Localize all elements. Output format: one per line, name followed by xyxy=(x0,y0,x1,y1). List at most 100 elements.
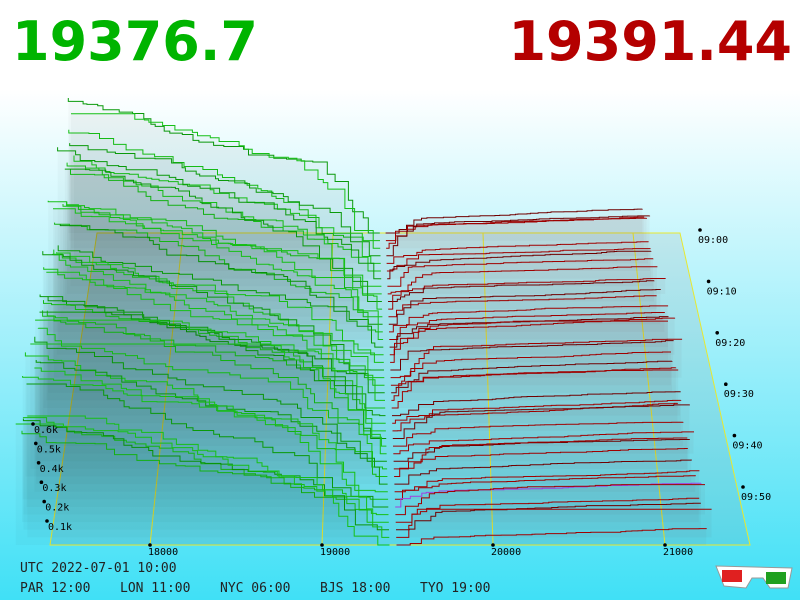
price-tick-label: 21000 xyxy=(663,547,693,558)
ask-curve xyxy=(394,475,696,493)
ask-curve xyxy=(387,278,666,295)
time-tick xyxy=(732,433,737,438)
ask-curve xyxy=(389,317,676,356)
time-tick xyxy=(715,331,719,335)
depth-tick xyxy=(36,461,41,465)
ask-curve xyxy=(387,250,652,280)
bid-curve xyxy=(62,204,383,310)
bid-curve xyxy=(56,252,384,356)
city-time: TYO 19:00 xyxy=(420,581,490,596)
depth-tick-label: 0.6k xyxy=(34,425,58,436)
ask-curve xyxy=(391,369,679,409)
bid-curve xyxy=(22,418,389,531)
bid-curve xyxy=(27,415,390,538)
bid-curve xyxy=(34,336,387,462)
depth-tick xyxy=(39,480,44,485)
ask-curve xyxy=(385,208,643,234)
ask-curve xyxy=(388,295,657,318)
glasses-icon xyxy=(715,565,793,589)
bid-curve xyxy=(53,208,384,340)
time-tick xyxy=(698,228,702,232)
bid-curve xyxy=(57,147,382,280)
utc-time: UTC 2022-07-01 10:00 xyxy=(20,561,177,576)
depth-tick xyxy=(42,499,46,504)
city-time: BJS 18:00 xyxy=(320,581,390,596)
ask-curve xyxy=(393,421,684,447)
time-tick xyxy=(724,382,728,387)
bid-curve xyxy=(59,224,383,325)
bid-curve xyxy=(47,200,383,333)
ask-curve xyxy=(395,497,700,523)
ask-curve xyxy=(393,437,688,470)
bid-curve xyxy=(22,417,389,516)
bid-curve xyxy=(47,296,385,394)
bid-curve xyxy=(22,376,389,500)
city-time: NYC 06:00 xyxy=(220,581,290,596)
bid-curve xyxy=(37,327,387,455)
time-tick-label: 09:40 xyxy=(732,441,762,452)
bid-curve xyxy=(30,343,388,470)
city-time: PAR 12:00 xyxy=(20,581,90,596)
ask-curve xyxy=(392,402,678,424)
bid-curve xyxy=(42,310,386,432)
ask-curve xyxy=(386,216,645,249)
depth-tick xyxy=(45,519,49,523)
ask-curve xyxy=(386,241,649,264)
depth-tick-label: 0.4k xyxy=(40,464,64,475)
ask-curve xyxy=(394,459,692,485)
ask-curve xyxy=(390,340,674,371)
price-tick xyxy=(148,543,152,547)
depth-tick xyxy=(31,422,35,426)
ask-curve xyxy=(393,431,694,455)
time-tick-label: 09:20 xyxy=(715,338,745,349)
bid-curve xyxy=(70,169,382,287)
bid-curve xyxy=(15,423,390,546)
ask-curve xyxy=(388,289,661,325)
ask-curve xyxy=(391,367,677,401)
price-tick xyxy=(663,543,667,547)
ask-curve xyxy=(394,470,700,500)
time-tick xyxy=(741,485,745,489)
bid-curve xyxy=(57,245,384,348)
ask-curve xyxy=(390,351,671,386)
price-tick-label: 19000 xyxy=(320,547,350,558)
ask-curve xyxy=(387,258,654,287)
ask-curve xyxy=(388,280,655,302)
ask-curve xyxy=(396,528,707,546)
time-tick-label: 09:30 xyxy=(724,389,754,400)
ask-curve xyxy=(389,305,669,340)
bid-curve xyxy=(35,360,388,485)
time-tick-label: 09:00 xyxy=(698,235,728,246)
bid-curve xyxy=(64,168,382,302)
ask-curve xyxy=(388,266,658,310)
bid-curve xyxy=(24,352,388,477)
bid-curve xyxy=(26,383,389,508)
bid-curve xyxy=(34,367,388,493)
bid-curve xyxy=(52,253,384,363)
ask-curve xyxy=(390,338,683,379)
bid-curve xyxy=(46,310,386,424)
depth-tick-label: 0.5k xyxy=(37,444,61,455)
ask-curve xyxy=(392,391,681,417)
depth-tick-label: 0.2k xyxy=(45,503,69,514)
ask-curve xyxy=(386,215,651,257)
ask-curve xyxy=(395,484,705,516)
bid-price: 19376.7 xyxy=(12,10,258,73)
depth-tick-label: 0.3k xyxy=(42,483,66,494)
bid-curve xyxy=(67,98,380,234)
ask-curve xyxy=(386,248,651,272)
ask-curve xyxy=(396,508,712,538)
bid-curve xyxy=(39,311,387,439)
ask-curve xyxy=(392,399,682,432)
depth-tick-label: 0.1k xyxy=(48,522,72,533)
bid-curve xyxy=(39,294,386,417)
city-time: LON 11:00 xyxy=(120,581,190,596)
bid-curve xyxy=(69,143,381,257)
ask-curve xyxy=(396,502,701,531)
ask-curve xyxy=(392,404,690,439)
time-tick xyxy=(706,279,711,284)
time-tick-label: 09:50 xyxy=(741,492,771,503)
ask-price: 19391.44 xyxy=(508,10,792,73)
